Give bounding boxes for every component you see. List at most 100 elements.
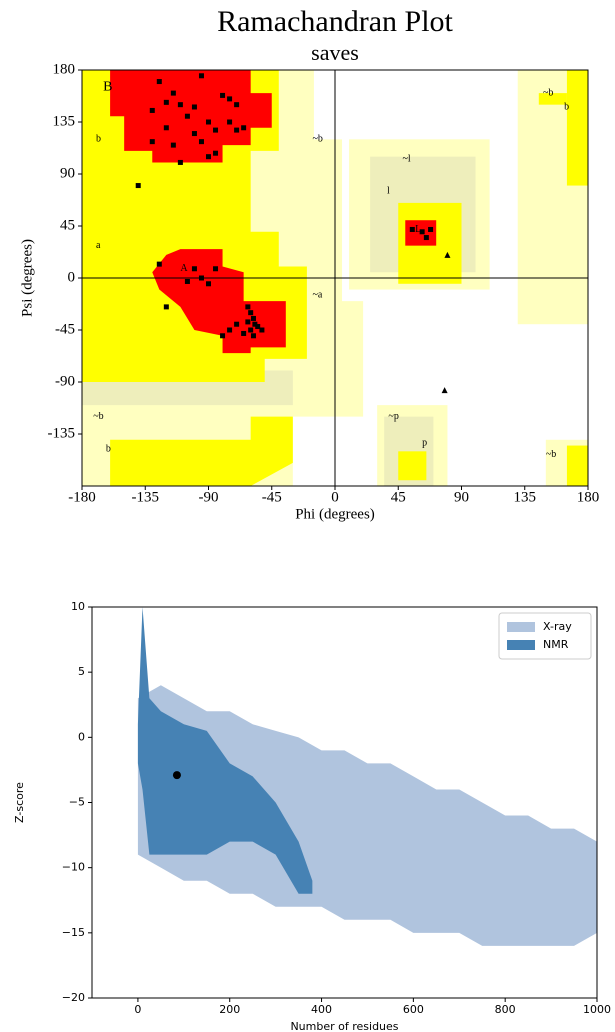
residue-point	[191, 266, 197, 272]
x-tick-label: 45	[391, 489, 406, 505]
region-label: ~b	[93, 411, 103, 422]
y-tick-label: 135	[53, 113, 76, 129]
x-tick-label: 200	[219, 1003, 240, 1016]
residue-point	[198, 275, 204, 281]
region-label: l	[387, 186, 390, 197]
y-tick-label: 10	[71, 600, 85, 613]
residue-point	[198, 139, 204, 145]
region-label: B	[103, 80, 112, 95]
residue-point	[213, 266, 219, 272]
residue-point	[206, 154, 211, 160]
region-label: A	[180, 263, 188, 274]
x-tick-label: 600	[403, 1003, 424, 1016]
residue-point	[250, 333, 256, 339]
residue-point	[170, 142, 176, 148]
residue-point	[170, 90, 176, 96]
y-axis-label: Z-score	[13, 782, 26, 823]
x-tick-label: 400	[311, 1003, 332, 1016]
residue-point	[184, 278, 190, 284]
residue-point	[135, 183, 141, 189]
residue-point	[177, 102, 183, 108]
region-label: p	[422, 438, 427, 449]
x-tick-label: 135	[514, 489, 537, 505]
residue-point	[234, 102, 240, 108]
legend-swatch	[507, 640, 535, 650]
chart-subtitle: saves	[311, 40, 359, 65]
legend-label: X-ray	[543, 620, 572, 633]
residue-point	[163, 304, 169, 310]
region-label: a	[96, 240, 101, 251]
residue-point	[184, 113, 190, 119]
region-label: ~p	[388, 411, 398, 422]
residue-point	[234, 127, 240, 133]
highlight-point	[172, 771, 181, 780]
y-tick-label: -135	[48, 425, 76, 441]
residue-point	[250, 315, 256, 321]
residue-point	[234, 321, 240, 327]
allowed-region	[398, 451, 427, 481]
region-label: ~b	[543, 87, 553, 98]
y-tick-label: 90	[60, 165, 75, 181]
residue-point	[177, 159, 183, 165]
y-tick-label: 5	[78, 665, 85, 678]
region-label: ~a	[313, 290, 323, 301]
x-tick-label: 1000	[583, 1003, 611, 1016]
x-tick-label: -90	[199, 489, 219, 505]
residue-point	[419, 229, 425, 235]
residue-point	[220, 333, 226, 339]
residue-point	[245, 319, 251, 325]
y-tick-label: −10	[62, 861, 85, 874]
x-axis-label: Number of residues	[290, 1020, 398, 1032]
residue-point	[252, 321, 258, 327]
residue-point	[245, 304, 251, 310]
y-tick-label: 0	[78, 730, 85, 743]
y-tick-label: −5	[69, 796, 85, 809]
legend-swatch	[507, 622, 535, 632]
allowed-region	[566, 445, 589, 487]
y-axis-label: Psi (degrees)	[19, 239, 35, 317]
residue-point	[255, 324, 261, 330]
residue-point	[191, 131, 197, 137]
residue-point	[206, 119, 211, 125]
x-axis-label: Phi (degrees)	[295, 506, 375, 522]
residue-point	[149, 107, 155, 113]
region-label: b	[96, 134, 101, 145]
residue-point	[191, 104, 197, 110]
x-tick-label: 0	[331, 489, 339, 505]
residue-point	[213, 150, 219, 156]
residue-point	[227, 327, 233, 333]
residue-point	[241, 125, 247, 131]
allowed-region	[566, 70, 589, 186]
region-label: L	[415, 224, 421, 235]
residue-point	[227, 96, 233, 102]
residue-point	[423, 235, 429, 241]
glycine-point	[441, 387, 448, 394]
x-tick-label: 90	[454, 489, 469, 505]
x-tick-label: 0	[134, 1003, 141, 1016]
residue-point	[248, 310, 254, 316]
residue-point	[241, 330, 247, 336]
residue-point	[220, 92, 226, 98]
residue-point	[213, 127, 219, 133]
glycine-point	[444, 251, 451, 258]
y-tick-label: −15	[62, 926, 85, 939]
point-cloud	[137, 685, 597, 946]
region-label: ~b	[546, 449, 556, 460]
x-tick-label: 180	[577, 489, 600, 505]
core-region	[152, 249, 286, 354]
y-tick-label: −20	[62, 991, 85, 1004]
x-tick-label: -180	[68, 489, 96, 505]
y-tick-label: 180	[53, 61, 76, 77]
region-label: b	[564, 101, 569, 112]
y-tick-label: 45	[60, 217, 75, 233]
region-label: ~l	[402, 153, 410, 164]
x-tick-label: 800	[495, 1003, 516, 1016]
x-tick-label: -45	[262, 489, 282, 505]
y-tick-label: -45	[55, 321, 75, 337]
residue-point	[227, 119, 233, 125]
chart-title: Ramachandran Plot	[217, 5, 453, 38]
residue-point	[409, 226, 415, 232]
residue-point	[259, 327, 265, 333]
residue-point	[198, 73, 204, 79]
